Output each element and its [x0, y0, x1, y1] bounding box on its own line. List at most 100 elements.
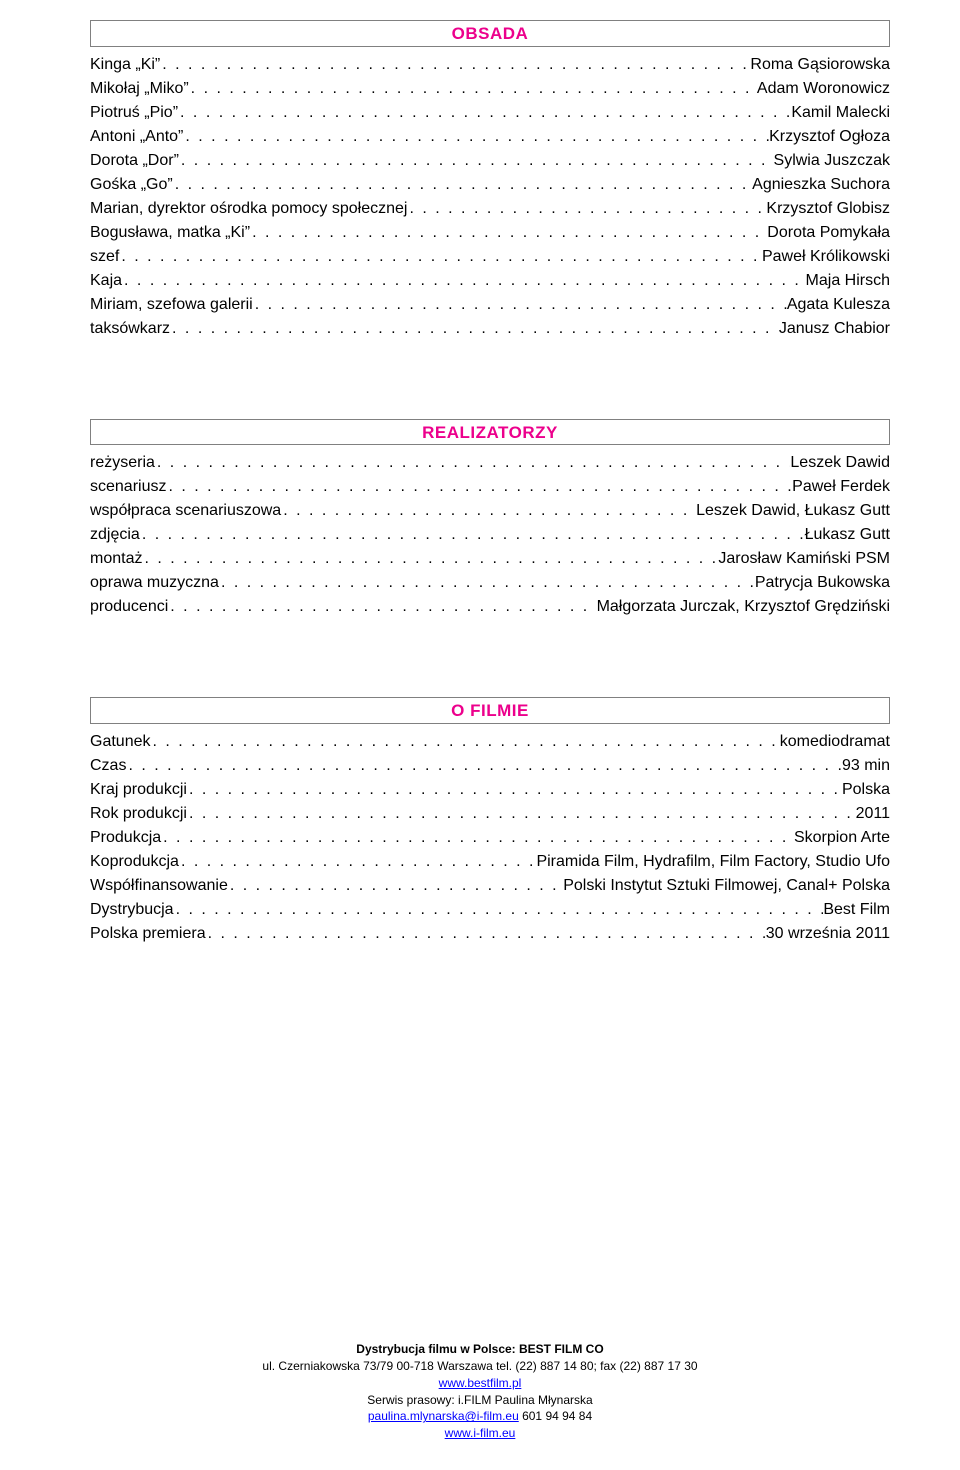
info-row-label: Polska premiera	[90, 922, 206, 946]
leader-dots: . . . . . . . . . . . . . . . . . . . . …	[281, 499, 696, 523]
info-row-value: Best Film	[823, 898, 890, 922]
leader-dots: . . . . . . . . . . . . . . . . . . . . …	[168, 595, 596, 619]
leader-dots: . . . . . . . . . . . . . . . . . . . . …	[166, 475, 792, 499]
cast-row-value: Agata Kulesza	[787, 293, 890, 317]
cast-row: Marian, dyrektor ośrodka pomocy społeczn…	[90, 197, 890, 221]
leader-dots: . . . . . . . . . . . . . . . . . . . . …	[173, 173, 752, 197]
cast-row: Piotruś „Pio”. . . . . . . . . . . . . .…	[90, 101, 890, 125]
info-row-label: Rok produkcji	[90, 802, 187, 826]
leader-dots: . . . . . . . . . . . . . . . . . . . . …	[183, 125, 769, 149]
info-row-label: Produkcja	[90, 826, 161, 850]
footer-address: ul. Czerniakowska 73/79 00-718 Warszawa …	[0, 1358, 960, 1375]
cast-row-label: Gośka „Go”	[90, 173, 173, 197]
leader-dots: . . . . . . . . . . . . . . . . . . . . …	[155, 451, 790, 475]
crew-row-value: Paweł Ferdek	[792, 475, 890, 499]
cast-row-label: taksówkarz	[90, 317, 170, 341]
cast-row-label: Piotruś „Pio”	[90, 101, 178, 125]
leader-dots: . . . . . . . . . . . . . . . . . . . . …	[179, 149, 774, 173]
crew-row-label: montaż	[90, 547, 142, 571]
leader-dots: . . . . . . . . . . . . . . . . . . . . …	[187, 778, 842, 802]
crew-row-label: zdjęcia	[90, 523, 140, 547]
leader-dots: . . . . . . . . . . . . . . . . . . . . …	[170, 317, 779, 341]
crew-row-value: Leszek Dawid, Łukasz Gutt	[696, 499, 890, 523]
cast-row-value: Sylwia Juszczak	[774, 149, 890, 173]
info-row: Dystrybucja. . . . . . . . . . . . . . .…	[90, 898, 890, 922]
cast-row-value: Krzysztof Globisz	[766, 197, 890, 221]
cast-row: taksówkarz. . . . . . . . . . . . . . . …	[90, 317, 890, 341]
footer-website2-link[interactable]: www.i-film.eu	[445, 1426, 516, 1440]
cast-row: Mikołaj „Miko”. . . . . . . . . . . . . …	[90, 77, 890, 101]
footer-email-link[interactable]: paulina.mlynarska@i-film.eu	[368, 1409, 519, 1423]
crew-row: zdjęcia. . . . . . . . . . . . . . . . .…	[90, 523, 890, 547]
cast-row-value: Roma Gąsiorowska	[750, 53, 890, 77]
cast-row: Antoni „Anto”. . . . . . . . . . . . . .…	[90, 125, 890, 149]
info-row-value: 30 września 2011	[766, 922, 890, 946]
leader-dots: . . . . . . . . . . . . . . . . . . . . …	[219, 571, 755, 595]
cast-row-value: Agnieszka Suchora	[752, 173, 890, 197]
cast-row-label: szef	[90, 245, 119, 269]
cast-row: Miriam, szefowa galerii. . . . . . . . .…	[90, 293, 890, 317]
leader-dots: . . . . . . . . . . . . . . . . . . . . …	[160, 53, 750, 77]
info-row-value: Piramida Film, Hydrafilm, Film Factory, …	[536, 850, 890, 874]
info-row: Współfinansowanie. . . . . . . . . . . .…	[90, 874, 890, 898]
cast-row-label: Antoni „Anto”	[90, 125, 183, 149]
crew-row-label: współpraca scenariuszowa	[90, 499, 281, 523]
info-row: Kraj produkcji. . . . . . . . . . . . . …	[90, 778, 890, 802]
footer-website-link[interactable]: www.bestfilm.pl	[439, 1376, 522, 1390]
leader-dots: . . . . . . . . . . . . . . . . . . . . …	[119, 245, 762, 269]
info-row: Gatunek. . . . . . . . . . . . . . . . .…	[90, 730, 890, 754]
cast-row-label: Marian, dyrektor ośrodka pomocy społeczn…	[90, 197, 407, 221]
info-row-label: Gatunek	[90, 730, 150, 754]
cast-row-label: Mikołaj „Miko”	[90, 77, 189, 101]
crew-row-label: scenariusz	[90, 475, 166, 499]
leader-dots: . . . . . . . . . . . . . . . . . . . . …	[142, 547, 718, 571]
footer-contact-line: paulina.mlynarska@i-film.eu 601 94 94 84	[0, 1408, 960, 1425]
info-row: Czas. . . . . . . . . . . . . . . . . . …	[90, 754, 890, 778]
info-row-label: Kraj produkcji	[90, 778, 187, 802]
footer-phone: 601 94 94 84	[519, 1409, 592, 1423]
section-box-ofilmie: O FILMIE	[90, 697, 890, 724]
cast-list-obsada: Kinga „Ki”. . . . . . . . . . . . . . . …	[90, 53, 890, 341]
crew-row-label: oprawa muzyczna	[90, 571, 219, 595]
info-row-value: Polski Instytut Sztuki Filmowej, Canal+ …	[563, 874, 890, 898]
leader-dots: . . . . . . . . . . . . . . . . . . . . …	[161, 826, 794, 850]
crew-row: reżyseria. . . . . . . . . . . . . . . .…	[90, 451, 890, 475]
leader-dots: . . . . . . . . . . . . . . . . . . . . …	[187, 802, 856, 826]
crew-row: współpraca scenariuszowa. . . . . . . . …	[90, 499, 890, 523]
cast-row-value: Krzysztof Ogłoza	[769, 125, 890, 149]
cast-row-value: Paweł Królikowski	[762, 245, 890, 269]
cast-row-value: Adam Woronowicz	[757, 77, 890, 101]
crew-row: montaż. . . . . . . . . . . . . . . . . …	[90, 547, 890, 571]
cast-row: Gośka „Go”. . . . . . . . . . . . . . . …	[90, 173, 890, 197]
info-row-label: Współfinansowanie	[90, 874, 228, 898]
section-title-realizatorzy: REALIZATORZY	[91, 424, 889, 443]
leader-dots: . . . . . . . . . . . . . . . . . . . . …	[174, 898, 824, 922]
crew-list-realizatorzy: reżyseria. . . . . . . . . . . . . . . .…	[90, 451, 890, 619]
info-row-value: Polska	[842, 778, 890, 802]
cast-row-label: Miriam, szefowa galerii	[90, 293, 253, 317]
info-row-value: komediodramat	[780, 730, 890, 754]
page-footer: Dystrybucja filmu w Polsce: BEST FILM CO…	[0, 1341, 960, 1442]
leader-dots: . . . . . . . . . . . . . . . . . . . . …	[228, 874, 563, 898]
crew-row: scenariusz. . . . . . . . . . . . . . . …	[90, 475, 890, 499]
info-row-value: 2011	[856, 802, 890, 826]
crew-row-value: Jarosław Kamiński PSM	[718, 547, 890, 571]
crew-row: producenci. . . . . . . . . . . . . . . …	[90, 595, 890, 619]
crew-row-value: Małgorzata Jurczak, Krzysztof Grędziński	[597, 595, 890, 619]
document-page: OBSADA Kinga „Ki”. . . . . . . . . . . .…	[0, 0, 960, 1470]
info-row-label: Koprodukcja	[90, 850, 179, 874]
section-title-ofilmie: O FILMIE	[91, 702, 889, 721]
leader-dots: . . . . . . . . . . . . . . . . . . . . …	[140, 523, 805, 547]
cast-row: szef. . . . . . . . . . . . . . . . . . …	[90, 245, 890, 269]
leader-dots: . . . . . . . . . . . . . . . . . . . . …	[250, 221, 767, 245]
leader-dots: . . . . . . . . . . . . . . . . . . . . …	[206, 922, 766, 946]
cast-row-label: Kaja	[90, 269, 122, 293]
cast-row-label: Dorota „Dor”	[90, 149, 179, 173]
leader-dots: . . . . . . . . . . . . . . . . . . . . …	[189, 77, 757, 101]
cast-row-label: Bogusława, matka „Ki”	[90, 221, 250, 245]
cast-row-value: Maja Hirsch	[806, 269, 890, 293]
info-row-value: Skorpion Arte	[794, 826, 890, 850]
info-row-label: Dystrybucja	[90, 898, 174, 922]
cast-row: Bogusława, matka „Ki”. . . . . . . . . .…	[90, 221, 890, 245]
cast-row-label: Kinga „Ki”	[90, 53, 160, 77]
